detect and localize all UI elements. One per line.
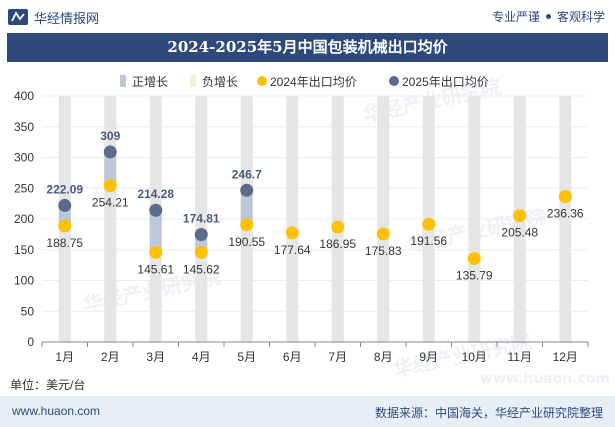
data-label-2025: 222.09 xyxy=(46,182,83,196)
legend-label: 2024年出口均价 xyxy=(270,75,357,89)
column-band xyxy=(331,96,344,342)
data-label-2024: 145.62 xyxy=(183,262,220,276)
point-2024 xyxy=(376,227,390,241)
y-tick-label: 400 xyxy=(14,89,34,103)
x-tick-label: 8月 xyxy=(374,350,393,364)
y-tick-label: 300 xyxy=(14,151,34,165)
y-tick-label: 250 xyxy=(14,181,34,195)
top-bar: 华经情报网 专业严谨 客观科学 xyxy=(0,0,615,33)
brand[interactable]: 华经情报网 xyxy=(8,7,99,27)
y-tick-label: 200 xyxy=(14,212,34,226)
point-2024 xyxy=(422,217,436,231)
point-2024 xyxy=(513,209,527,223)
data-labels: 188.75 254.21 145.61 145.62 190.55 177.64 186.… xyxy=(46,129,584,283)
point-2024 xyxy=(149,245,163,259)
column-band xyxy=(377,96,390,342)
data-label-2025: 246.7 xyxy=(232,167,262,181)
x-tick-label: 5月 xyxy=(237,350,256,364)
x-tick-label: 7月 xyxy=(328,350,347,364)
column-band xyxy=(559,96,572,342)
column-band xyxy=(195,96,208,342)
legend: 正增长 负增长 2024年出口均价 2025年出口均价 xyxy=(120,75,489,89)
point-2024 xyxy=(558,190,572,204)
data-label-2024: 190.55 xyxy=(228,235,265,249)
column-band xyxy=(286,96,299,342)
x-tick-label: 10月 xyxy=(462,350,487,364)
footer-site-link[interactable]: www.huaon.com xyxy=(12,404,101,418)
legend-swatch xyxy=(389,76,399,86)
data-label-2024: 191.56 xyxy=(410,234,447,248)
data-label-2024: 186.95 xyxy=(319,237,356,251)
legend-swatch xyxy=(257,76,267,86)
point-2024 xyxy=(467,251,481,265)
data-label-2024: 254.21 xyxy=(92,196,129,210)
gridlines xyxy=(42,95,588,312)
unit-label: 单位：美元/台 xyxy=(10,378,86,392)
x-tick-label: 9月 xyxy=(419,350,438,364)
data-label-2024: 135.79 xyxy=(456,268,493,282)
point-2025 xyxy=(240,183,254,197)
legend-label: 负增长 xyxy=(202,75,238,89)
brand-name: 华经情报网 xyxy=(34,10,100,26)
point-2024 xyxy=(194,245,208,259)
x-tick-label: 3月 xyxy=(146,350,165,364)
y-tick-label: 50 xyxy=(21,304,35,318)
point-2025 xyxy=(103,145,117,159)
point-2024 xyxy=(240,218,254,232)
y-tick-label: 350 xyxy=(14,120,34,134)
x-tick-label: 11月 xyxy=(508,350,532,364)
point-2024 xyxy=(103,179,117,193)
point-2025 xyxy=(194,227,208,241)
data-label-2024: 236.36 xyxy=(547,207,584,221)
x-tick-label: 6月 xyxy=(283,350,302,364)
legend-swatch xyxy=(120,75,126,87)
y-tick-label: 0 xyxy=(27,335,34,349)
positive-growth-bar xyxy=(104,151,117,186)
chart: 华经产业研究院华经产业研究院华经产业研究院华经产业研究院www.huaon.co… xyxy=(14,74,610,387)
legend-label: 正增长 xyxy=(132,75,168,89)
y-tick-label: 150 xyxy=(14,243,34,257)
point-2025 xyxy=(58,198,72,212)
watermark-url: www.huaon.com xyxy=(480,371,610,387)
positive-growth-bar xyxy=(149,210,162,253)
y-axis: 0 50 100 150 200 250 300 350 400 xyxy=(14,89,34,349)
x-axis: 1月 2月 3月 4月 5月 6月 7月 8月 9月 10月 11月 12月 xyxy=(41,341,589,364)
y-tick-label: 100 xyxy=(14,274,34,288)
data-label-2024: 188.75 xyxy=(46,236,83,250)
chart-title: 2024-2025年5月中国包装机械出口均价 xyxy=(7,33,608,62)
data-label-2025: 214.28 xyxy=(137,187,174,201)
data-label-2024: 205.48 xyxy=(501,226,538,240)
legend-swatch xyxy=(190,75,196,87)
tagline: 专业严谨 客观科学 xyxy=(492,8,605,25)
positive-growth-bar xyxy=(240,190,253,225)
point-2024 xyxy=(58,219,72,233)
brand-logo-icon xyxy=(8,9,28,25)
x-tick-label: 2月 xyxy=(101,350,120,364)
tagline-dot-icon xyxy=(545,14,551,19)
data-points xyxy=(58,145,572,265)
x-tick-label: 12月 xyxy=(553,350,578,364)
point-2025 xyxy=(149,203,163,217)
data-label-2024: 177.64 xyxy=(274,243,311,257)
legend-label: 2025年出口均价 xyxy=(402,75,489,89)
tagline-right: 客观科学 xyxy=(556,10,605,24)
x-tick-label: 4月 xyxy=(192,350,211,364)
point-2024 xyxy=(285,226,299,240)
data-label-2025: 309 xyxy=(100,129,120,143)
x-tick-label: 1月 xyxy=(55,350,74,364)
footer-source: 数据来源：中国海关，华经产业研究院整理 xyxy=(374,406,603,420)
footer: www.huaon.com 数据来源：中国海关，华经产业研究院整理 xyxy=(0,396,615,427)
data-label-2025: 174.81 xyxy=(183,211,220,225)
column-band xyxy=(468,96,481,342)
data-label-2024: 145.61 xyxy=(137,262,174,276)
point-2024 xyxy=(331,220,345,234)
data-label-2024: 175.83 xyxy=(365,244,402,258)
tagline-left: 专业严谨 xyxy=(491,10,540,24)
